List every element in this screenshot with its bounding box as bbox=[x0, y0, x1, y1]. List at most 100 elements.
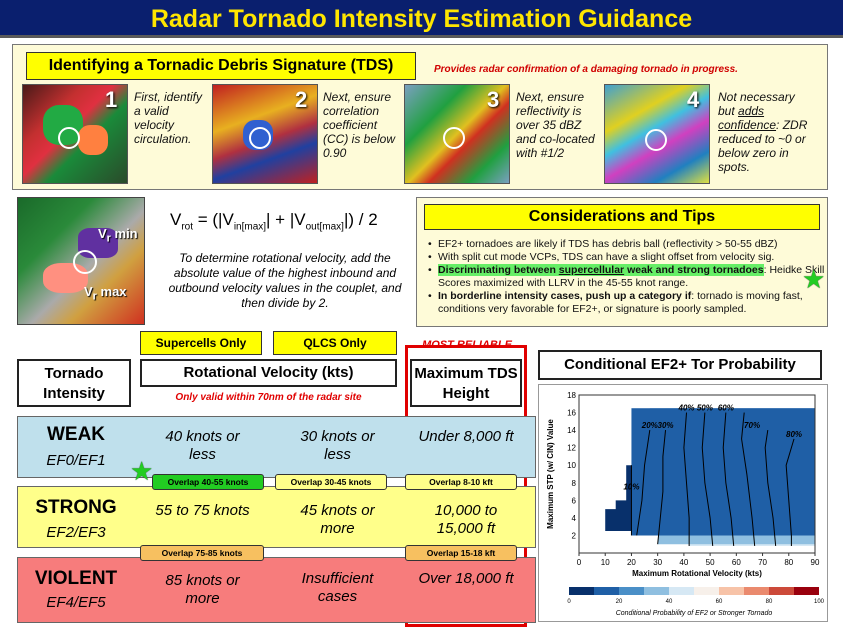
strong-tds-value: 10,000 to 15,000 ft bbox=[434, 502, 498, 537]
probability-band bbox=[631, 408, 815, 536]
weak-qlcs-value: 30 knots or less bbox=[300, 428, 375, 463]
velocity-couplet-image: Vr min Vr max bbox=[17, 197, 145, 325]
vrot-description: To determine rotational velocity, add th… bbox=[168, 251, 402, 310]
plot-border bbox=[578, 394, 816, 554]
step-4-text: Not necessary but adds confidence: ZDR r… bbox=[718, 90, 808, 174]
overlap-badge: Overlap 15-18 kft bbox=[405, 545, 517, 561]
row-violent bbox=[17, 557, 536, 623]
colorbar-tick: 60 bbox=[716, 599, 723, 605]
contour-line bbox=[741, 412, 756, 547]
x-tick-label: 50 bbox=[706, 558, 715, 567]
contour-line bbox=[764, 430, 777, 547]
x-tick-label: 70 bbox=[758, 558, 767, 567]
colorbar-tick: 20 bbox=[616, 599, 623, 605]
colorbar-tick: 100 bbox=[814, 599, 825, 605]
strong-qlcs-value: 45 knots or more bbox=[300, 502, 375, 537]
step-2-text: Next, ensure correlation coefficient (CC… bbox=[323, 90, 396, 160]
y-tick-label: 18 bbox=[567, 391, 576, 400]
probability-band bbox=[605, 465, 632, 532]
overlap-badge: Overlap 30-45 knots bbox=[275, 474, 387, 490]
y-tick-label: 4 bbox=[572, 514, 577, 523]
most-reliable-label: MOST RELIABLE bbox=[422, 339, 512, 351]
step-1-text: First, identify a valid velocity circula… bbox=[134, 90, 203, 146]
tips-header: Considerations and Tips bbox=[424, 204, 820, 230]
x-axis-label: Maximum Rotational Velocity (kts) bbox=[632, 569, 762, 578]
colorbar-segment bbox=[669, 587, 694, 595]
colorbar-segment bbox=[719, 587, 744, 595]
rotvel-note: Only valid within 70nm of the radar site bbox=[175, 392, 362, 403]
radar-image-zdr: 4 bbox=[604, 84, 710, 184]
colorbar-segment bbox=[619, 587, 644, 595]
colorbar-segment bbox=[694, 587, 719, 595]
step-number: 1 bbox=[105, 87, 118, 112]
vr-min-label: Vr min bbox=[98, 226, 138, 245]
y-tick-label: 16 bbox=[567, 409, 576, 418]
contour-line bbox=[701, 412, 714, 547]
colorbar-segment bbox=[569, 587, 594, 595]
tip-item: With split cut mode VCPs, TDS can have a… bbox=[428, 251, 826, 264]
contour-line bbox=[785, 438, 795, 546]
weak-supercell-value: 40 knots or less bbox=[165, 428, 240, 463]
contour-label: 10% bbox=[623, 483, 639, 492]
tip-item: EF2+ tornadoes are likely if TDS has deb… bbox=[428, 238, 826, 251]
header-tornado-intensity: Tornado Intensity bbox=[17, 359, 131, 407]
colorbar-label: Conditional Probability of EF2 or Strong… bbox=[616, 610, 773, 617]
violent-supercell-value: 85 knots or more bbox=[165, 572, 240, 607]
contour-label: 20% bbox=[641, 421, 658, 430]
star-icon: ★ bbox=[130, 456, 154, 486]
radar-image-cc: 2 bbox=[212, 84, 318, 184]
probability-chart: 0 10 20 30 40 50 60 70 80 90 2 4 6 8 10 12 14 16 18 Maximum… bbox=[546, 391, 825, 617]
contour-label: 50% bbox=[697, 404, 713, 413]
contour-line bbox=[657, 430, 667, 545]
y-tick-label: 8 bbox=[572, 479, 577, 488]
overlap-badge: Overlap 75-85 knots bbox=[140, 545, 264, 561]
step-number: 3 bbox=[487, 87, 500, 112]
tds-header: Identifying a Tornadic Debris Signature … bbox=[26, 52, 416, 80]
colorbar-segment bbox=[644, 587, 669, 595]
x-tick-label: 30 bbox=[653, 558, 662, 567]
step-number: 2 bbox=[295, 87, 308, 112]
violent-label: VIOLENT bbox=[34, 568, 118, 589]
contour-label: 80% bbox=[786, 430, 802, 439]
radar-image-velocity: 1 bbox=[22, 84, 128, 184]
header-rotational-velocity: Rotational Velocity (kts) bbox=[140, 359, 397, 387]
y-tick-label: 6 bbox=[572, 496, 577, 505]
colorbar-segment bbox=[744, 587, 769, 595]
contour-label: 70% bbox=[744, 421, 760, 430]
vrot-formula: Vrot = (|Vin[max]| + |Vout[max]|) / 2 bbox=[170, 210, 378, 233]
violent-tds-value: Over 18,000 ft bbox=[418, 570, 514, 587]
weak-tds-value: Under 8,000 ft bbox=[418, 428, 514, 445]
weak-label: WEAK bbox=[46, 424, 106, 445]
step-number: 4 bbox=[687, 87, 700, 112]
header-tds-height: Maximum TDS Height bbox=[410, 359, 522, 407]
contour-line bbox=[636, 430, 651, 536]
radar-image-reflectivity: 3 bbox=[404, 84, 510, 184]
x-tick-label: 80 bbox=[784, 558, 793, 567]
colorbar-segment bbox=[794, 587, 819, 595]
x-tick-label: 20 bbox=[627, 558, 636, 567]
contour-label: 40% bbox=[678, 404, 695, 413]
qlcs-only-tag: QLCS Only bbox=[273, 331, 397, 355]
page-title: Radar Tornado Intensity Estimation Guida… bbox=[0, 0, 843, 38]
chart-title: Conditional EF2+ Tor Probability bbox=[538, 350, 822, 380]
chart-frame: 0 10 20 30 40 50 60 70 80 90 2 4 6 8 10 12 14 16 18 Maximum… bbox=[538, 384, 828, 622]
violent-ef: EF4/EF5 bbox=[46, 594, 106, 611]
y-tick-label: 10 bbox=[567, 461, 576, 470]
contour-line bbox=[683, 412, 690, 546]
colorbar-tick: 0 bbox=[567, 599, 571, 605]
tip-item: In borderline intensity cases, push up a… bbox=[428, 290, 826, 316]
violent-qlcs-value: Insufficient cases bbox=[301, 570, 374, 605]
strong-label: STRONG bbox=[35, 497, 117, 518]
x-tick-label: 40 bbox=[679, 558, 688, 567]
contour-line bbox=[722, 412, 735, 547]
y-axis-label: Maximum STP (w/ CIN) Value bbox=[546, 419, 555, 529]
x-tick-label: 10 bbox=[601, 558, 610, 567]
y-tick-label: 2 bbox=[572, 531, 577, 540]
chart-mask bbox=[579, 395, 815, 409]
strong-ef: EF2/EF3 bbox=[46, 524, 106, 541]
contour-label: 30% bbox=[658, 421, 674, 430]
colorbar-tick: 40 bbox=[666, 599, 673, 605]
supercells-only-tag: Supercells Only bbox=[140, 331, 262, 355]
weak-ef: EF0/EF1 bbox=[46, 452, 106, 469]
strong-supercell-value: 55 to 75 knots bbox=[155, 502, 250, 519]
